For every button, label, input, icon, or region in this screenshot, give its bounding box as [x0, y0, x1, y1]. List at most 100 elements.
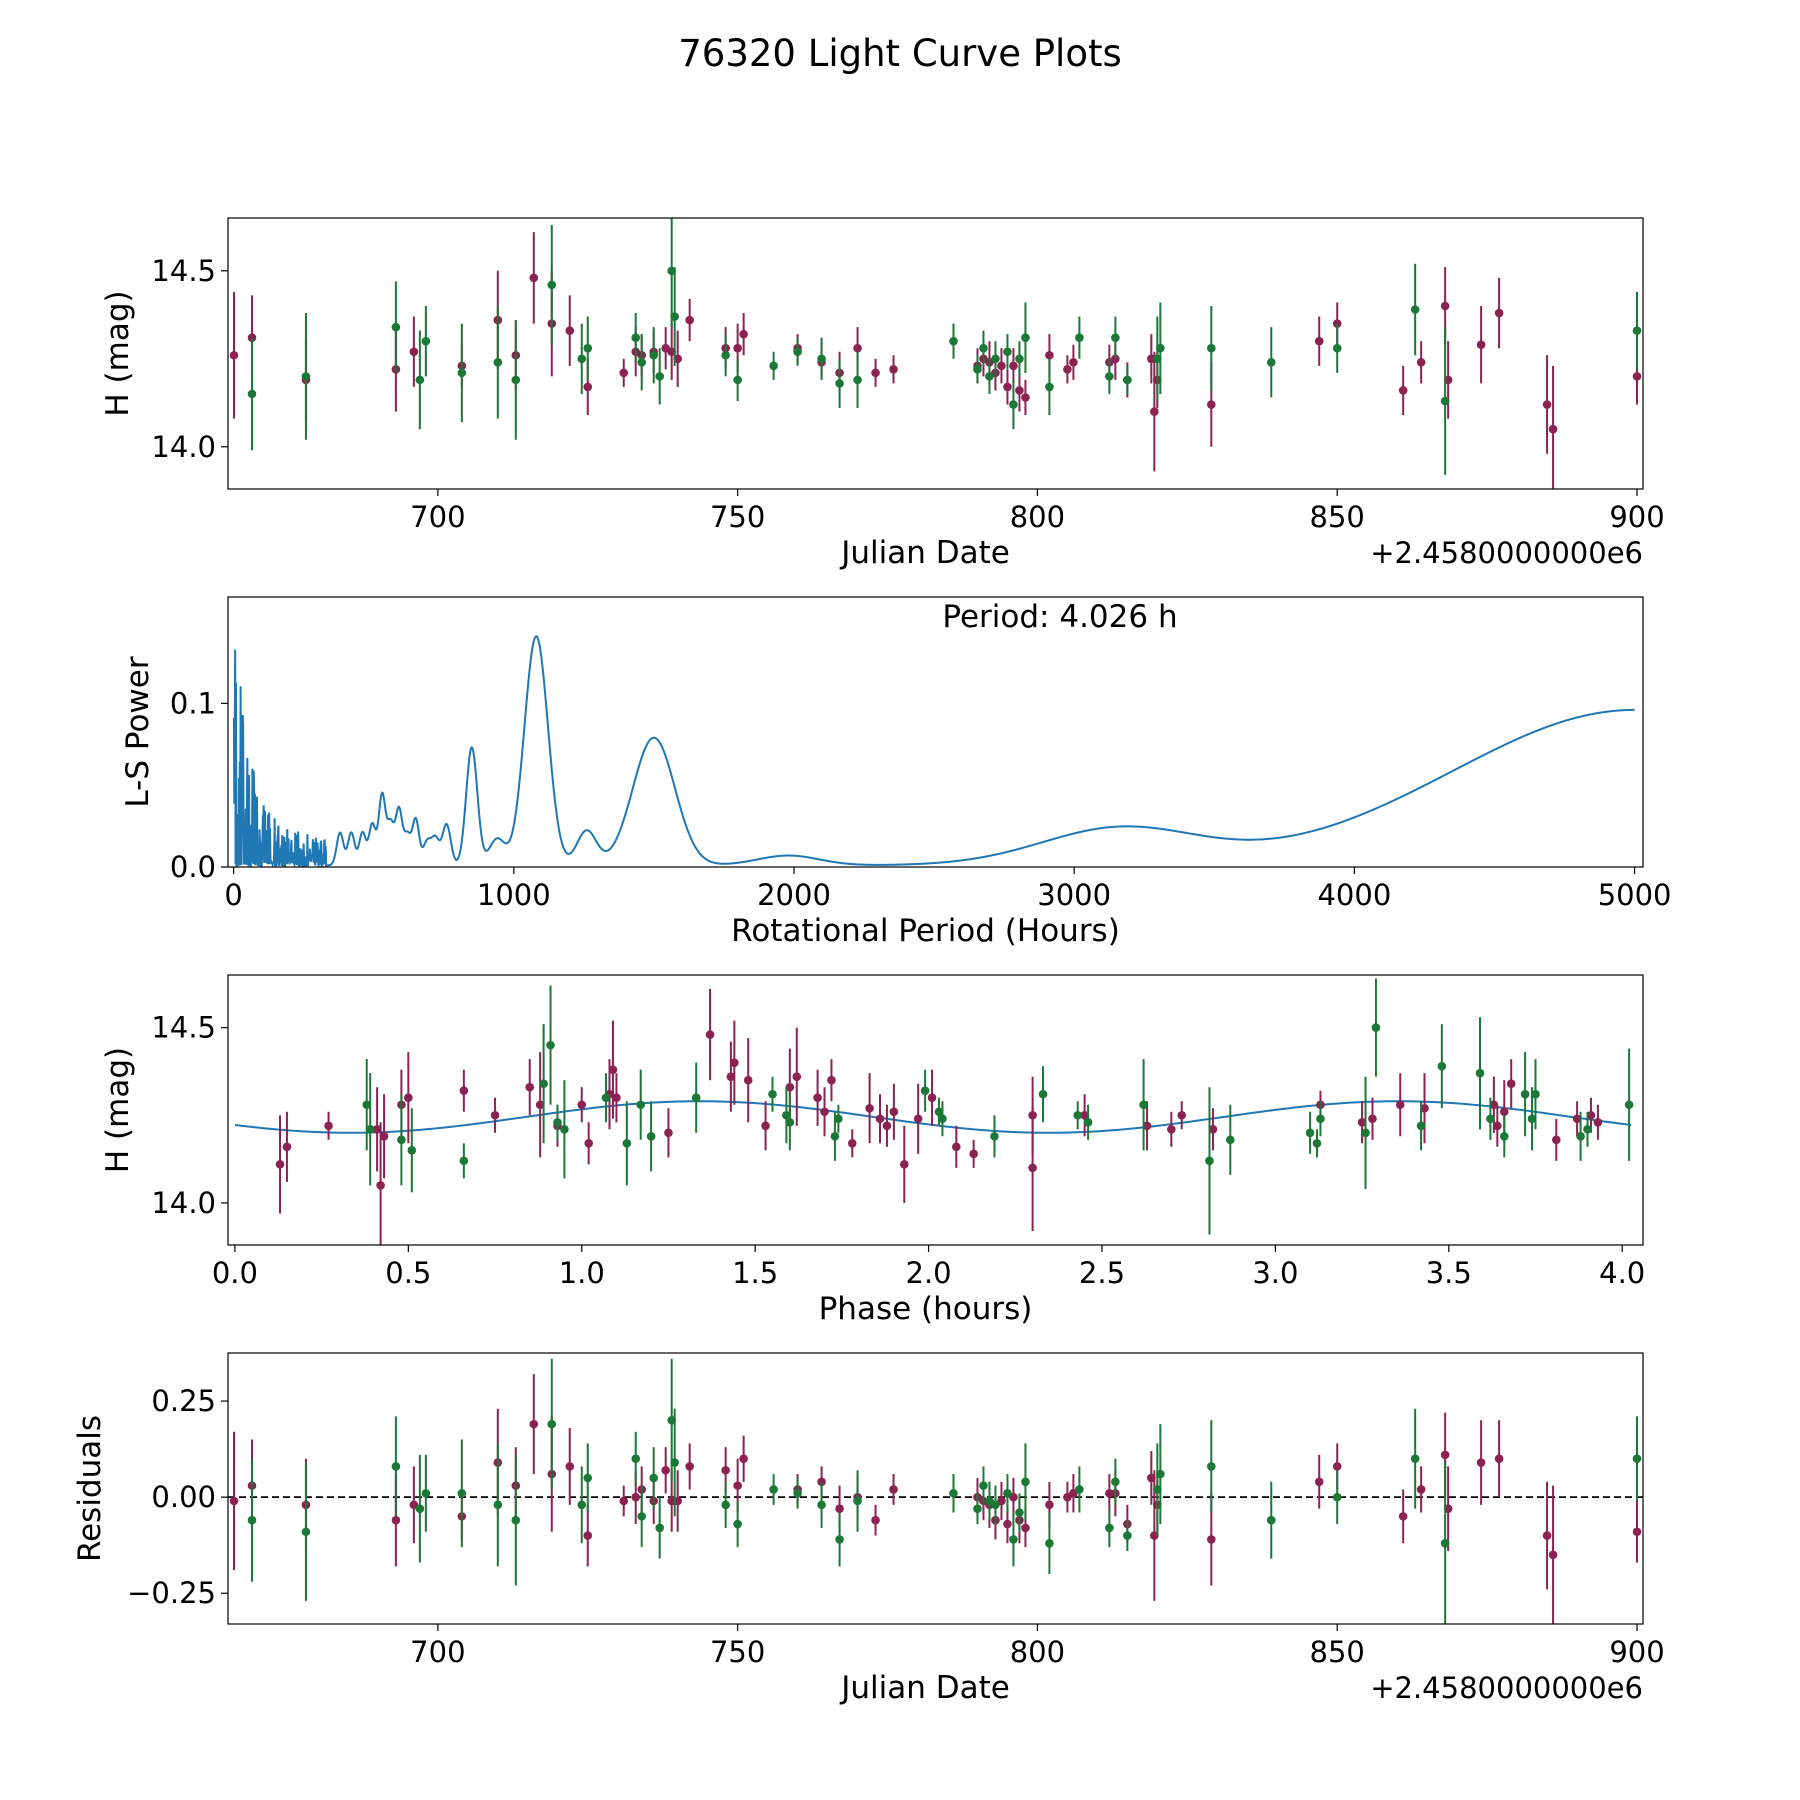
y-tick-label: 14.5: [151, 1011, 216, 1045]
data-point: [1105, 372, 1114, 381]
period-annotation: Period: 4.026 h: [942, 599, 1177, 635]
data-point: [583, 1531, 593, 1540]
data-point: [691, 1093, 701, 1103]
data-point: [631, 1492, 641, 1502]
data-point: [324, 1121, 333, 1131]
data-point: [1080, 1110, 1089, 1120]
data-point: [511, 1515, 521, 1525]
data-points: [229, 1358, 1642, 1624]
plot-frame: [227, 217, 1644, 490]
data-point: [372, 1124, 382, 1134]
data-point: [1015, 354, 1024, 364]
data-point: [391, 322, 401, 332]
data-point: [1489, 1100, 1499, 1110]
data-point: [457, 368, 467, 378]
data-point: [1073, 1110, 1082, 1120]
data-point: [583, 1473, 593, 1483]
data-point: [1486, 1114, 1495, 1124]
data-point: [539, 1079, 548, 1089]
x-axis-label: Rotational Period (Hours): [731, 913, 1120, 949]
data-point: [1368, 1114, 1377, 1124]
data-point: [1542, 400, 1552, 409]
data-point: [619, 1496, 629, 1506]
data-point: [529, 1419, 539, 1429]
data-point: [1440, 301, 1450, 311]
y-tick-label: 14.0: [151, 430, 216, 464]
data-point: [1551, 1135, 1561, 1145]
data-point: [1083, 1117, 1093, 1127]
data-point: [768, 1089, 777, 1099]
data-point: [1015, 386, 1024, 395]
data-point: [991, 1500, 1000, 1510]
figure-title: 76320 Light Curve Plots: [678, 32, 1122, 75]
data-point: [229, 1496, 239, 1506]
data-point: [733, 1519, 742, 1529]
data-point: [817, 1500, 826, 1510]
data-point: [1624, 1100, 1634, 1110]
data-point: [1332, 1462, 1342, 1471]
data-point: [1312, 1139, 1322, 1148]
data-point: [391, 1515, 401, 1525]
data-point: [990, 1131, 999, 1141]
x-tick-label: 800: [1010, 1635, 1065, 1669]
data-point: [459, 1156, 469, 1166]
data-point: [1015, 1508, 1024, 1517]
data-point: [1156, 1469, 1165, 1479]
data-point: [459, 1086, 469, 1096]
data-point: [985, 372, 994, 381]
data-point: [1527, 1114, 1537, 1124]
data-point: [619, 368, 629, 378]
data-point: [670, 1458, 679, 1467]
data-point: [730, 1058, 739, 1067]
data-point: [1493, 1121, 1502, 1131]
data-point: [847, 1139, 857, 1148]
data-point: [546, 1040, 555, 1050]
data-point: [1021, 333, 1030, 342]
data-point: [565, 326, 575, 335]
data-point: [1045, 1500, 1054, 1510]
data-point: [365, 1124, 375, 1134]
data-point: [793, 1489, 802, 1498]
data-point: [1440, 1450, 1450, 1460]
data-point: [889, 1485, 898, 1494]
data-point: [362, 1100, 372, 1110]
y-axis-label: Residuals: [72, 1415, 108, 1562]
data-point: [1361, 1128, 1370, 1138]
data-point: [553, 1117, 562, 1127]
data-point: [1009, 400, 1018, 409]
data-point: [601, 1093, 611, 1103]
data-point: [1531, 1089, 1540, 1099]
y-axis-label: H (mag): [100, 290, 136, 416]
data-point: [769, 1485, 778, 1494]
data-point: [1123, 1531, 1132, 1540]
data-point: [404, 1093, 413, 1103]
panel-phased: 0.0 0.5 1.0 1.5 2.0 2.5 3.0 3.5 4.0 14.0 14.5 Phase…: [100, 974, 1645, 1327]
data-point: [785, 1082, 795, 1092]
data-point: [726, 1072, 736, 1081]
data-point: [1476, 1458, 1486, 1467]
data-point: [415, 375, 425, 385]
y-axis-label: L-S Power: [120, 656, 156, 807]
data-point: [560, 1124, 569, 1134]
data-point: [871, 1515, 880, 1525]
data-point: [865, 1103, 874, 1113]
y-tick-label: 0.25: [151, 1384, 216, 1418]
data-point: [934, 1107, 944, 1117]
data-point: [1003, 1519, 1012, 1529]
data-point: [1332, 1492, 1342, 1502]
data-point: [622, 1139, 632, 1148]
data-point: [1572, 1114, 1582, 1124]
data-point: [1632, 1454, 1642, 1464]
data-point: [1021, 1477, 1030, 1487]
data-point: [949, 336, 958, 346]
data-point: [979, 343, 988, 353]
data-point: [636, 1100, 646, 1110]
x-tick-label: 3.0: [1252, 1256, 1298, 1290]
data-point: [739, 329, 748, 339]
plot-frame: [227, 1352, 1644, 1625]
data-point: [913, 1114, 923, 1124]
data-point: [583, 343, 593, 353]
data-point: [655, 372, 664, 381]
data-point: [646, 1131, 656, 1141]
data-point: [817, 1477, 826, 1487]
